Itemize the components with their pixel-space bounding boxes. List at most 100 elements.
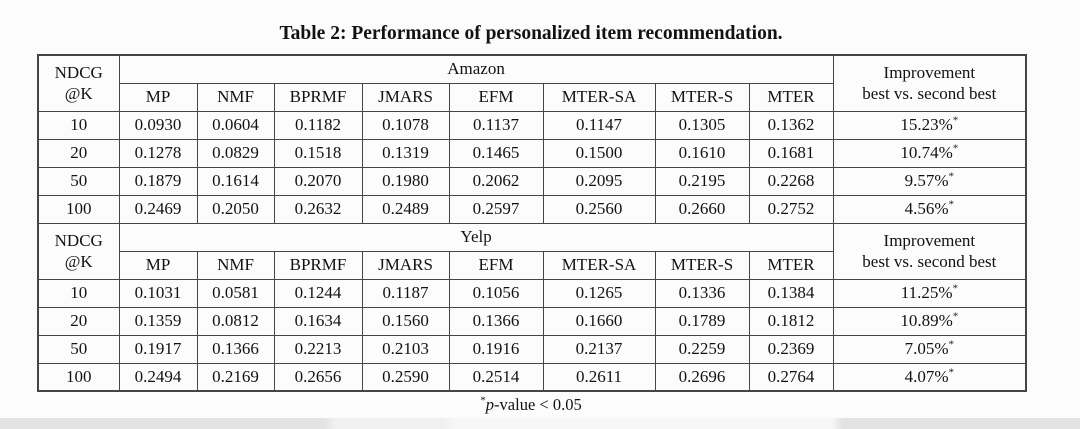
- method-header-mter-s: MTER-S: [654, 250, 750, 280]
- value-cell: 0.1614: [196, 166, 275, 196]
- value-cell: 0.1265: [542, 278, 656, 308]
- value-cell: 0.1916: [448, 334, 544, 364]
- value-cell: 0.1660: [542, 306, 656, 336]
- improvement-value: 4.56%: [904, 199, 949, 218]
- value-cell: 0.2597: [448, 194, 544, 224]
- k-column-header: NDCG @K: [37, 54, 120, 112]
- value-cell: 0.2560: [542, 194, 656, 224]
- method-header-nmf: NMF: [196, 82, 275, 112]
- dataset-header-amazon: Amazon: [118, 54, 834, 84]
- value-cell: 0.2195: [654, 166, 750, 196]
- value-cell: 0.2259: [654, 334, 750, 364]
- value-cell: 0.1182: [273, 110, 363, 140]
- value-cell: 0.1500: [542, 138, 656, 168]
- value-cell: 0.2169: [196, 362, 275, 392]
- method-header-mter-sa: MTER-SA: [542, 82, 656, 112]
- value-cell: 0.1366: [196, 334, 275, 364]
- value-cell: 0.2494: [118, 362, 198, 392]
- table-row: 20 0.1278 0.0829 0.1518 0.1319 0.1465 0.…: [37, 138, 1027, 168]
- value-cell: 0.2590: [361, 362, 450, 392]
- significance-star: *: [948, 366, 955, 379]
- improvement-value: 10.89%: [900, 311, 953, 330]
- value-cell-best: 0.1362: [748, 110, 834, 140]
- table-row: 100 0.2494 0.2169 0.2656 0.2590 0.2514 0…: [37, 362, 1027, 392]
- value-cell: 0.0829: [196, 138, 275, 168]
- table-block: Table 2: Performance of personalized ite…: [37, 21, 1028, 415]
- value-cell: 0.1305: [654, 110, 750, 140]
- value-cell-best: 0.1384: [748, 278, 834, 308]
- value-cell: 0.2050: [196, 194, 275, 224]
- significance-star: *: [952, 310, 959, 323]
- screenshot-edge-strip: [0, 418, 1080, 429]
- value-cell: 0.1465: [448, 138, 544, 168]
- value-cell-best: 0.2752: [748, 194, 834, 224]
- value-cell: 0.1278: [118, 138, 198, 168]
- value-cell-best: 0.2268: [748, 166, 834, 196]
- improvement-cell: 9.57%*: [832, 166, 1027, 196]
- improvement-cell: 11.25%*: [832, 278, 1027, 308]
- value-cell: 0.2656: [273, 362, 363, 392]
- improvement-cell: 10.89%*: [832, 306, 1027, 336]
- method-header-jmars: JMARS: [361, 250, 450, 280]
- value-cell: 0.1560: [361, 306, 450, 336]
- k-cell: 10: [37, 278, 120, 308]
- improvement-column-header: Improvement best vs. second best: [832, 54, 1027, 112]
- method-header-jmars: JMARS: [361, 82, 450, 112]
- value-cell: 0.1056: [448, 278, 544, 308]
- value-cell: 0.2070: [273, 166, 363, 196]
- method-header-mter: MTER: [748, 82, 834, 112]
- value-cell: 0.1147: [542, 110, 656, 140]
- value-cell-best: 0.1812: [748, 306, 834, 336]
- k-header-line1: NDCG: [54, 63, 103, 83]
- value-cell: 0.1336: [654, 278, 750, 308]
- value-cell: 0.1610: [654, 138, 750, 168]
- table-row: 20 0.1359 0.0812 0.1634 0.1560 0.1366 0.…: [37, 306, 1027, 336]
- method-header-nmf: NMF: [196, 250, 275, 280]
- significance-star: *: [948, 170, 955, 183]
- k-cell: 50: [37, 334, 120, 364]
- value-cell: 0.1634: [273, 306, 363, 336]
- significance-star: *: [948, 198, 955, 211]
- footnote-text: -value < 0.05: [494, 395, 582, 414]
- value-cell-best: 0.2369: [748, 334, 834, 364]
- improvement-header-line1: Improvement: [883, 231, 976, 250]
- table-row: 50 0.1879 0.1614 0.2070 0.1980 0.2062 0.…: [37, 166, 1027, 196]
- table-footnote: *p-value < 0.05: [37, 395, 1025, 415]
- value-cell: 0.2137: [542, 334, 656, 364]
- value-cell: 0.1078: [361, 110, 450, 140]
- k-cell: 50: [37, 166, 120, 196]
- value-cell: 0.2062: [448, 166, 544, 196]
- header-row-yelp: NDCG @K Yelp Improvement best vs. second…: [37, 222, 1027, 280]
- value-cell: 0.2632: [273, 194, 363, 224]
- method-header-bprmf: BPRMF: [273, 250, 363, 280]
- table-caption: Table 2: Performance of personalized ite…: [279, 23, 783, 44]
- value-cell: 0.2489: [361, 194, 450, 224]
- value-cell: 0.1917: [118, 334, 198, 364]
- improvement-header-line2: best vs. second best: [862, 84, 997, 104]
- value-cell: 0.0581: [196, 278, 275, 308]
- method-header-bprmf: BPRMF: [273, 82, 363, 112]
- improvement-column-header: Improvement best vs. second best: [832, 222, 1027, 280]
- value-cell: 0.1980: [361, 166, 450, 196]
- improvement-header-line1: Improvement: [883, 63, 976, 83]
- table-row: 10 0.0930 0.0604 0.1182 0.1078 0.1137 0.…: [37, 110, 1027, 140]
- value-cell: 0.0604: [196, 110, 275, 140]
- value-cell: 0.1319: [361, 138, 450, 168]
- value-cell: 0.1031: [118, 278, 198, 308]
- method-header-mter-s: MTER-S: [654, 82, 750, 112]
- significance-star: *: [952, 282, 958, 295]
- footnote-variable: p: [485, 395, 495, 414]
- table-row: 100 0.2469 0.2050 0.2632 0.2489 0.2597 0…: [37, 194, 1027, 224]
- method-header-efm: EFM: [448, 250, 544, 280]
- k-column-header: NDCG @K: [37, 222, 120, 280]
- k-cell: 100: [37, 194, 120, 224]
- method-header-mp: MP: [118, 82, 198, 112]
- header-row-amazon: NDCG @K Amazon Improvement best vs. seco…: [37, 54, 1027, 112]
- method-header-mter-sa: MTER-SA: [542, 250, 656, 280]
- value-cell: 0.0812: [196, 306, 275, 336]
- k-cell: 10: [37, 110, 120, 140]
- improvement-cell: 10.74%*: [832, 138, 1027, 168]
- k-cell: 20: [37, 306, 120, 336]
- method-header-row-amazon: MP NMF BPRMF JMARS EFM MTER-SA MTER-S MT…: [38, 82, 1026, 112]
